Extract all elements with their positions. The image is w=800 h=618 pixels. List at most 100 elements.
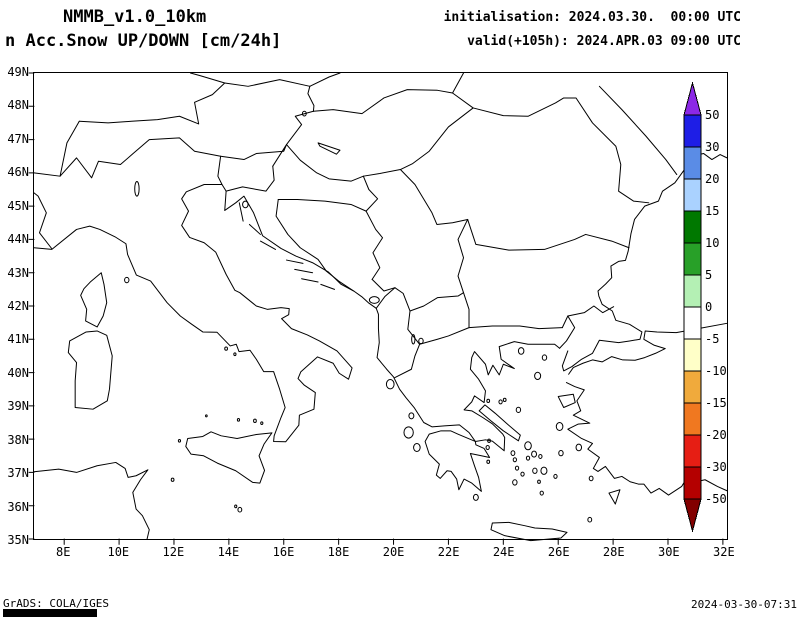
lon-tick-label: 14E [217,545,240,559]
island [540,491,543,495]
island [541,467,547,474]
lat-tick-label: 41N [7,332,29,347]
colorbar-tick-label: 15 [705,204,720,218]
island [556,423,563,431]
lon-tick-label: 28E [602,545,625,559]
coast-crete [491,522,567,540]
lon-tick-label: 26E [547,545,570,559]
island [532,451,537,457]
lakes [135,111,423,344]
coast-euboea [479,405,520,441]
border-croatia-serbia [363,176,377,211]
island [515,466,518,470]
island [554,474,557,478]
island [535,372,541,379]
lat-tick-label: 48N [7,98,29,113]
island [511,451,515,456]
island [499,400,502,404]
lon-tick-label: 16E [272,545,295,559]
coast-aegean-turkey [566,383,727,496]
island [261,422,263,425]
colorbar-arrow-bottom [683,498,702,533]
model-title: NMMB_v1.0_10km [63,7,207,27]
colorbar-tick-label: 50 [705,108,720,122]
island [404,427,413,438]
map-canvas [34,73,727,539]
lon-tick-label: 22E [437,545,460,559]
border-macedonia-greece [420,328,469,345]
coast-marmara-south-anatolia [569,323,727,374]
colorbar-tick-label: -20 [705,428,727,442]
colorbar-tick-label: 20 [705,172,720,186]
border-slovakia-hungary [313,90,452,114]
lat-tick-label: 42N [7,299,29,313]
lon-tick-label: 20E [382,545,405,559]
border-romania-bulgaria [468,219,629,250]
colorbar-segment [683,370,702,404]
island [589,476,593,481]
island [125,277,129,282]
lat-tick-label: 36N [7,499,29,514]
border-france-italy [34,193,52,249]
island [486,445,489,449]
colorbar-segment [683,434,702,468]
lake-ohrid [412,335,415,344]
colorbar-tick-label: -50 [705,492,727,506]
lat-tick-label: 45N [7,198,29,213]
lake-garda [135,182,139,197]
border-bulgaria-turkey [562,306,613,328]
island [518,348,523,355]
border-macedonia-bulgaria [464,293,469,328]
colorbar-segment [683,210,702,244]
border-slovakia-ukraine [453,73,464,93]
lat-tick-label: 49N [7,65,29,79]
border-hungary-croatia-serbia [286,145,400,182]
coast-adriatic-balkans-greece [222,185,560,451]
island [414,443,421,451]
coast-rhodes [609,490,620,504]
colorbar-strip [683,81,702,533]
colorbar-segment [683,242,702,276]
island [542,355,546,360]
lon-tick-label: 30E [657,545,680,559]
lat-tick-label: 39N [7,399,29,414]
coast-north-africa [34,462,149,539]
lat-tick-label: 46N [7,165,29,180]
lon-tick-label: 8E [56,545,71,559]
lon-tick-label: 10E [107,545,130,559]
lake-prespa [419,338,423,343]
croatian-islands [239,203,334,290]
border-bulgaria-greece [469,326,562,329]
colorbar-segment [683,402,702,436]
coast-italy [34,185,352,442]
island [409,413,414,419]
island [237,419,239,422]
colorbar-tick-label: 0 [705,300,713,314]
init-time: initialisation: 2024.03.30. 00:00 UTC [443,10,741,25]
islands [125,201,593,522]
island [521,472,524,476]
coast-peloponnese [425,431,489,492]
border-romania-ukraine-moldova [473,98,649,203]
island [513,480,517,485]
colorbar-segment [683,178,702,212]
border-moldova-ukraine-east [599,86,676,174]
border-alps [34,138,222,185]
island [178,439,180,442]
lat-tick-label: 35N [7,533,29,547]
colorbar-tick-label: -30 [705,460,727,474]
border-serbia-bosnia [366,211,382,279]
lat-tick-label: 47N [7,131,29,146]
border-romania-serbia [400,170,467,225]
island [503,398,506,401]
border-austria-czech [225,80,310,87]
axis-ticks [29,73,723,544]
island [533,468,537,473]
lon-tick-label: 32E [713,545,735,559]
colorbar-segment [683,146,702,180]
colorbar-arrow-top [683,81,702,116]
border-austria-hungary [286,111,313,144]
valid-time: valid(+105h): 2024.APR.03 09:00 UTC [467,34,741,49]
lat-tick-label: 40N [7,365,29,380]
